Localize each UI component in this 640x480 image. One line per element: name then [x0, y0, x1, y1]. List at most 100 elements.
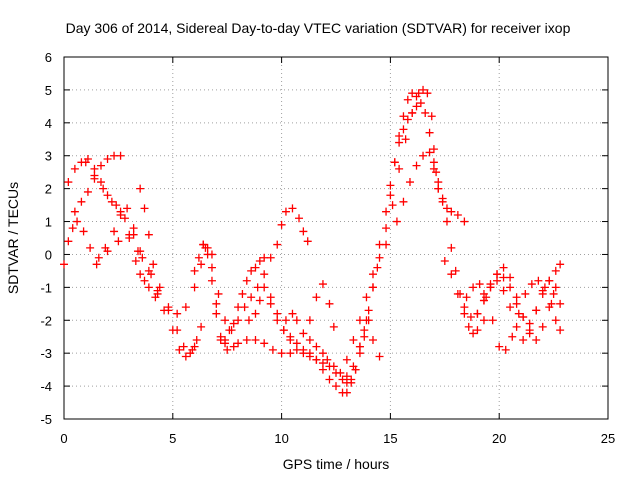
data-point [506, 273, 514, 281]
data-point [269, 346, 277, 354]
data-point [71, 165, 79, 173]
data-point [245, 316, 253, 324]
data-point [208, 264, 216, 272]
data-point [73, 218, 81, 226]
data-point [64, 237, 72, 245]
data-point [104, 191, 112, 199]
data-point [273, 310, 281, 318]
data-point [513, 323, 521, 331]
y-tick-label: -2 [40, 313, 52, 328]
data-point [145, 283, 153, 291]
data-point [489, 316, 497, 324]
y-tick-label: 0 [45, 247, 52, 262]
series-arc-12 [282, 280, 338, 337]
y-tick-label: -5 [40, 412, 52, 427]
data-point [382, 208, 390, 216]
data-point [552, 316, 560, 324]
data-point [360, 333, 368, 341]
data-point [243, 277, 251, 285]
data-point [532, 306, 540, 314]
data-point [508, 333, 516, 341]
data-point [114, 237, 122, 245]
data-point [369, 283, 377, 291]
data-point [191, 283, 199, 291]
data-point [556, 326, 564, 334]
data-point [221, 316, 229, 324]
data-point [299, 227, 307, 235]
data-point [84, 188, 92, 196]
data-point [71, 208, 79, 216]
y-tick-label: 4 [45, 116, 52, 131]
data-point [556, 260, 564, 268]
x-tick-label: 15 [383, 431, 397, 446]
data-point [77, 198, 85, 206]
data-point [256, 297, 264, 305]
data-point [306, 316, 314, 324]
data-point [330, 323, 338, 331]
data-point [182, 303, 190, 311]
series-arc-20 [480, 277, 564, 344]
data-point [312, 343, 320, 351]
data-point [373, 264, 381, 272]
data-point [141, 277, 149, 285]
data-point [369, 270, 377, 278]
data-point [208, 277, 216, 285]
data-point [293, 316, 301, 324]
data-point [145, 231, 153, 239]
grid-lines [64, 57, 608, 419]
series-arc-5 [93, 204, 142, 268]
data-point [299, 329, 307, 337]
data-point [519, 336, 527, 344]
data-point [260, 283, 268, 291]
x-tick-label: 20 [492, 431, 506, 446]
data-point [362, 293, 370, 301]
data-point [260, 270, 268, 278]
series-arc-8 [199, 241, 294, 358]
data-point [238, 290, 246, 298]
data-point [349, 336, 357, 344]
data-point [343, 356, 351, 364]
data-point [391, 158, 399, 166]
sdtvar-chart: Day 306 of 2014, Sidereal Day-to-day VTE… [0, 0, 640, 480]
data-point [243, 336, 251, 344]
data-point [369, 336, 377, 344]
data-point [325, 300, 333, 308]
data-point [69, 224, 77, 232]
data-point [480, 316, 488, 324]
y-tick-label: 1 [45, 215, 52, 230]
data-point [149, 260, 157, 268]
plot-frame [64, 57, 608, 419]
x-tick-label: 5 [169, 431, 176, 446]
y-tick-label: -3 [40, 346, 52, 361]
series-arc-9 [221, 254, 268, 334]
data-point [465, 323, 473, 331]
data-point [319, 349, 327, 357]
series-arc-16 [393, 148, 488, 337]
data-point [251, 310, 259, 318]
data-point [556, 300, 564, 308]
data-point [332, 382, 340, 390]
data-point [260, 339, 268, 347]
data-point [521, 290, 529, 298]
data-point [460, 218, 468, 226]
y-tick-label: 5 [45, 83, 52, 98]
data-point [141, 204, 149, 212]
data-point [325, 376, 333, 384]
data-point [434, 178, 442, 186]
data-point [393, 218, 401, 226]
data-point [426, 129, 434, 137]
data-point [136, 270, 144, 278]
data-point [365, 306, 373, 314]
y-tick-label: 3 [45, 149, 52, 164]
data-point [343, 389, 351, 397]
data-point [386, 191, 394, 199]
data-point [532, 336, 540, 344]
chart-title: Day 306 of 2014, Sidereal Day-to-day VTE… [66, 20, 571, 36]
y-tick-label: 6 [45, 50, 52, 65]
data-point [273, 241, 281, 249]
data-point [460, 303, 468, 311]
data-point [389, 201, 397, 209]
data-point [280, 326, 288, 334]
data-point [443, 218, 451, 226]
data-point [117, 152, 125, 160]
